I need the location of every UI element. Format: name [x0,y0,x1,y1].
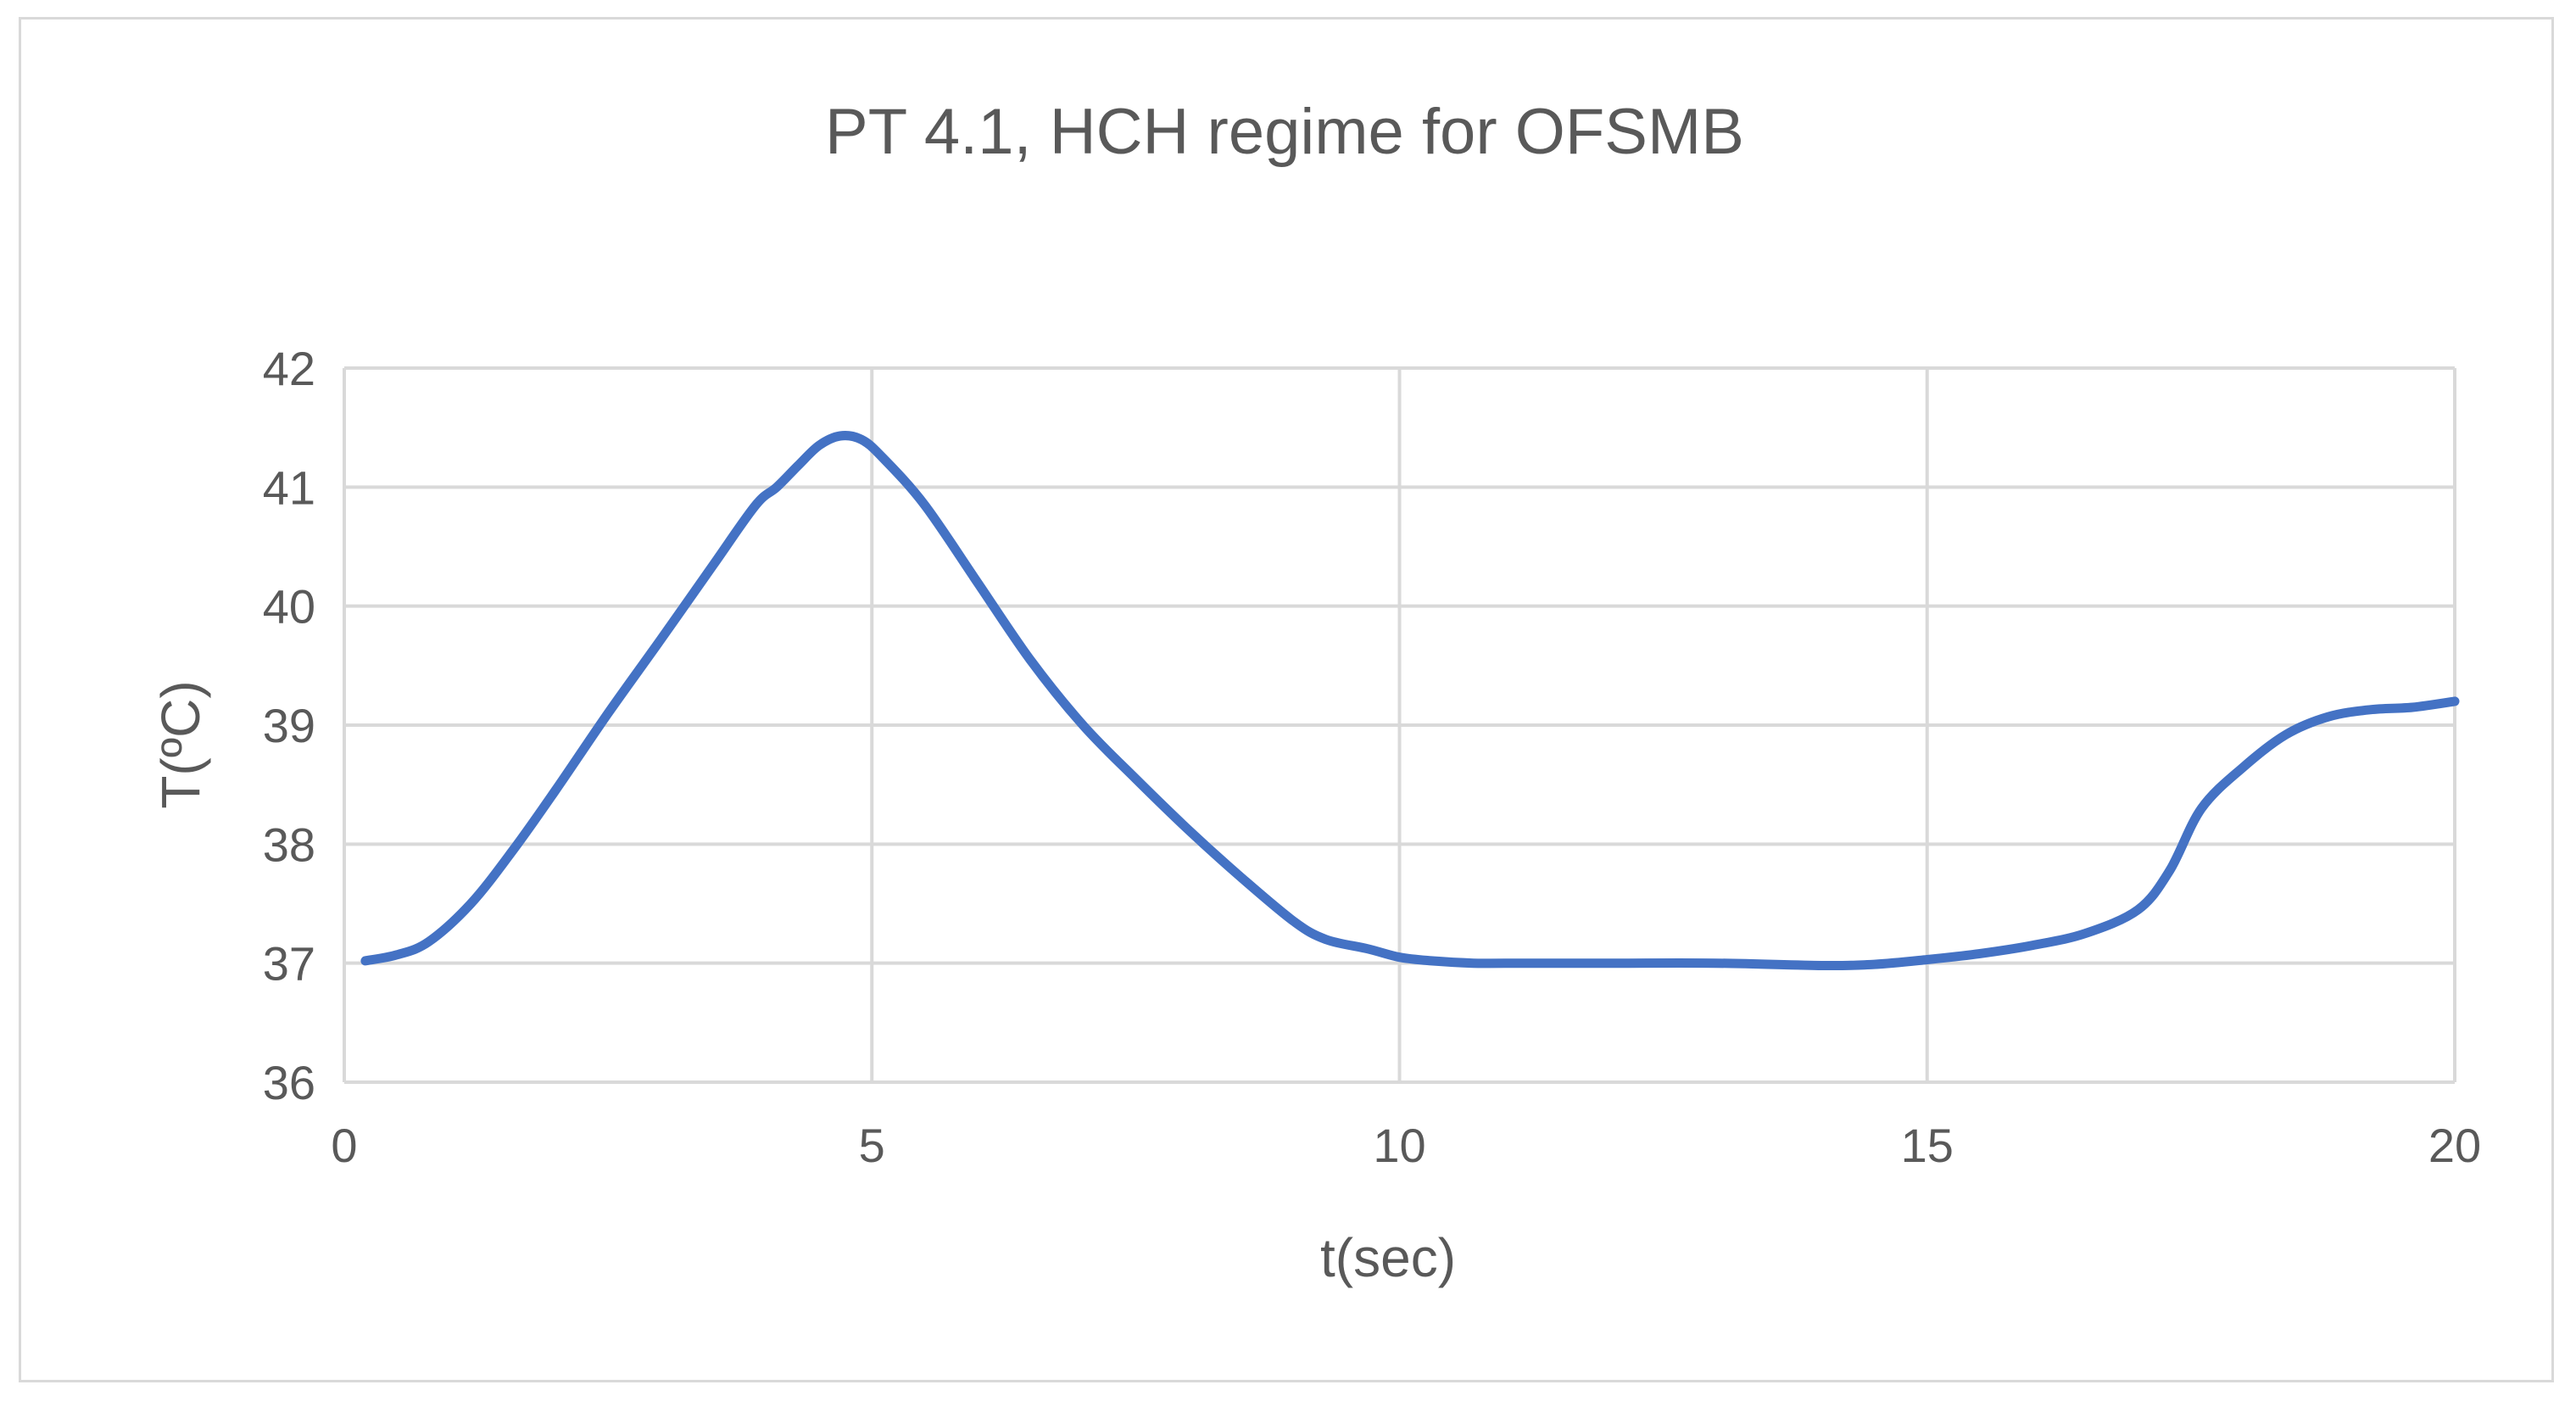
y-tick-label: 42 [263,342,315,395]
x-tick-label: 15 [1901,1119,1954,1172]
chart-frame: PT 4.1, HCH regime for OFSMB 36 37 38 39 40 4… [19,17,2554,1382]
y-tick-label: 39 [263,699,315,752]
x-axis-label: t(sec) [1320,1227,1456,1288]
y-axis-label: T(ºC) [150,680,211,808]
line-chart: PT 4.1, HCH regime for OFSMB 36 37 38 39 40 4… [150,96,2481,1288]
x-tick-label: 5 [859,1119,885,1172]
series-layer [360,431,2460,971]
y-tick-label: 36 [263,1056,315,1109]
y-tick-label: 38 [263,818,315,871]
chart-title: PT 4.1, HCH regime for OFSMB [825,96,1744,168]
x-tick-label: 20 [2428,1119,2481,1172]
tick-labels: 36 37 38 39 40 41 42 0 5 10 15 20 [263,342,2481,1172]
series-line [360,431,2460,971]
x-tick-label: 0 [331,1119,357,1172]
x-tick-label: 10 [1373,1119,1425,1172]
grid-layer [343,366,2456,1084]
y-tick-label: 37 [263,937,315,991]
y-tick-label: 40 [263,580,315,634]
y-tick-label: 41 [263,461,315,514]
